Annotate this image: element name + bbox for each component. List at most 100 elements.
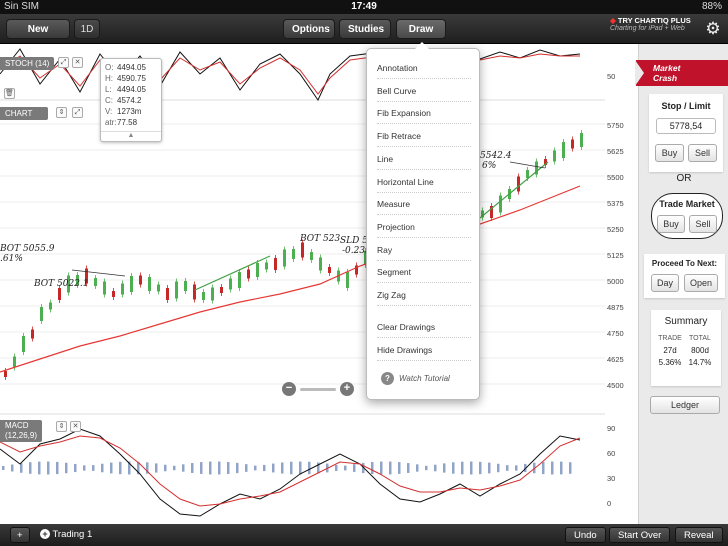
candle-body: [130, 276, 133, 292]
macd-close-icon[interactable]: ✕: [70, 421, 81, 432]
draw-menu-item-horizontal-line[interactable]: Horizontal Line: [377, 171, 471, 193]
stop-limit-input[interactable]: 5778,54: [656, 118, 716, 134]
annotation-bot1-price: BOT 5055.9: [0, 244, 55, 254]
stop-limit-buy-button[interactable]: Buy: [655, 144, 684, 162]
draw-button[interactable]: Draw: [396, 19, 446, 39]
macd-hist-bar: [416, 464, 419, 472]
zoom-in-button[interactable]: +: [340, 382, 354, 396]
promo-title: TRY CHARTIQ PLUS: [617, 16, 691, 25]
candle-body: [364, 251, 367, 265]
draw-menu-item-fib-retrace[interactable]: Fib Retrace: [377, 125, 471, 148]
draw-menu-item-line[interactable]: Line: [377, 148, 471, 170]
chart-panel-label: CHART: [0, 107, 48, 120]
ohlc-value: 4590.75: [117, 74, 146, 83]
hide-drawings-item[interactable]: Hide Drawings: [377, 339, 471, 361]
macd-hist-bar: [542, 461, 545, 475]
macd-updown-icon[interactable]: ⇕: [56, 421, 67, 432]
candle-body: [67, 275, 70, 293]
chart-canvas[interactable]: [0, 44, 638, 524]
annotation-bot3: BOT 523: [300, 234, 341, 244]
macd-hist-bar: [83, 465, 86, 471]
macd-hist-bar: [182, 464, 185, 472]
candle-body: [265, 262, 268, 270]
candle-body: [220, 287, 223, 293]
draw-menu-item-ray[interactable]: Ray: [377, 239, 471, 261]
macd-axis-label: 0: [607, 499, 612, 508]
proceed-open-button[interactable]: Open: [684, 274, 718, 292]
stoch-expand-icon[interactable]: ⤢: [58, 57, 69, 68]
candle-body: [166, 288, 169, 300]
draw-menu-caret: [415, 42, 429, 49]
macd-hist-bar: [299, 461, 302, 475]
proceed-day-button[interactable]: Day: [651, 274, 679, 292]
price-axis-label: 5375: [607, 199, 624, 208]
add-tab-button[interactable]: +: [10, 527, 30, 543]
ohlc-row: C: 4574.2: [105, 95, 157, 106]
chart-expand-icon[interactable]: ⤢: [72, 107, 83, 118]
watch-tutorial-link[interactable]: ? Watch Tutorial: [381, 371, 450, 387]
candle-body: [499, 195, 502, 213]
clear-drawings-item[interactable]: Clear Drawings: [377, 316, 471, 338]
stop-limit-card: Stop / Limit 5778,54 Buy Sell: [649, 94, 723, 172]
undo-button[interactable]: Undo: [565, 527, 606, 543]
market-crash-banner[interactable]: Market Crash: [635, 60, 728, 86]
candle-body: [301, 242, 304, 258]
tooltip-collapse-icon[interactable]: ▲: [101, 131, 161, 141]
trash-icon[interactable]: 🗑: [4, 88, 15, 99]
zoom-out-button[interactable]: −: [282, 382, 296, 396]
macd-hist-bar: [119, 461, 122, 475]
chart-updown-icon[interactable]: ⇕: [56, 107, 67, 118]
draw-menu-item-annotation[interactable]: Annotation: [377, 57, 471, 79]
draw-menu-item-segment[interactable]: Segment: [377, 261, 471, 284]
price-axis-label: 5000: [607, 277, 624, 286]
draw-menu-item-fib-expansion[interactable]: Fib Expansion: [377, 102, 471, 125]
stop-limit-sell-button[interactable]: Sell: [688, 144, 717, 162]
zoom-control: − +: [282, 381, 354, 397]
chart-area[interactable]: STOCH (14) ⤢ ✕ 🗑 CHART ⇕ ⤢ MACD (12,26,9…: [0, 44, 638, 524]
studies-button[interactable]: Studies: [339, 19, 391, 39]
market-sell-button[interactable]: Sell: [689, 215, 717, 233]
macd-hist-bar: [74, 463, 77, 473]
macd-hist-bar: [272, 463, 275, 473]
gear-icon[interactable]: ⚙: [705, 19, 721, 38]
macd-axis-label: 60: [607, 449, 616, 458]
draw-menu-item-bell-curve[interactable]: Bell Curve: [377, 80, 471, 102]
new-chart-button[interactable]: New Chart: [6, 19, 70, 55]
candle-body: [157, 284, 160, 292]
ohlc-row: O: 4494.05: [105, 62, 157, 73]
macd-hist-bar: [101, 463, 104, 473]
market-buy-button[interactable]: Buy: [657, 215, 685, 233]
candle-body: [256, 263, 259, 277]
macd-hist-bar: [461, 461, 464, 475]
stoch-panel-label: STOCH (14): [0, 57, 55, 70]
macd-hist-bar: [47, 461, 50, 475]
interval-selector[interactable]: 1D ▾: [74, 19, 100, 55]
ledger-button[interactable]: Ledger: [650, 396, 720, 414]
candle-body: [571, 139, 574, 149]
options-button[interactable]: Options: [283, 19, 335, 39]
draw-menu-item-measure[interactable]: Measure: [377, 193, 471, 216]
price-axis-label: 5750: [607, 121, 624, 130]
chartiq-plus-promo[interactable]: ◆ TRY CHARTIQ PLUS Charting for iPad + W…: [610, 16, 698, 43]
ohlc-key: L:: [105, 85, 112, 94]
draw-menu-item-zig-zag[interactable]: Zig Zag: [377, 284, 471, 306]
macd-hist-bar: [443, 463, 446, 473]
annotation-bot2: BOT 5022.1: [34, 279, 89, 289]
zoom-slider[interactable]: [300, 388, 336, 391]
macd-hist-bar: [11, 464, 14, 472]
macd-hist-bar: [173, 465, 176, 471]
macd-hist-bar: [488, 462, 491, 474]
price-axis-label: 4875: [607, 303, 624, 312]
macd-hist-bar: [569, 462, 572, 474]
proceed-card: Proceed To Next: Day Open: [644, 254, 725, 298]
help-icon: ?: [381, 372, 394, 385]
market-crash-line1: Market: [653, 63, 681, 73]
stoch-d-line: [0, 53, 580, 95]
reveal-button[interactable]: Reveal: [675, 527, 723, 543]
ohlc-value: 4494.05: [117, 85, 146, 94]
stoch-close-icon[interactable]: ✕: [72, 57, 83, 68]
draw-menu-item-projection[interactable]: Projection: [377, 216, 471, 238]
proceed-title: Proceed To Next:: [651, 259, 718, 268]
start-over-button[interactable]: Start Over: [609, 527, 671, 543]
tab-trading-1[interactable]: + Trading 1: [40, 527, 92, 543]
